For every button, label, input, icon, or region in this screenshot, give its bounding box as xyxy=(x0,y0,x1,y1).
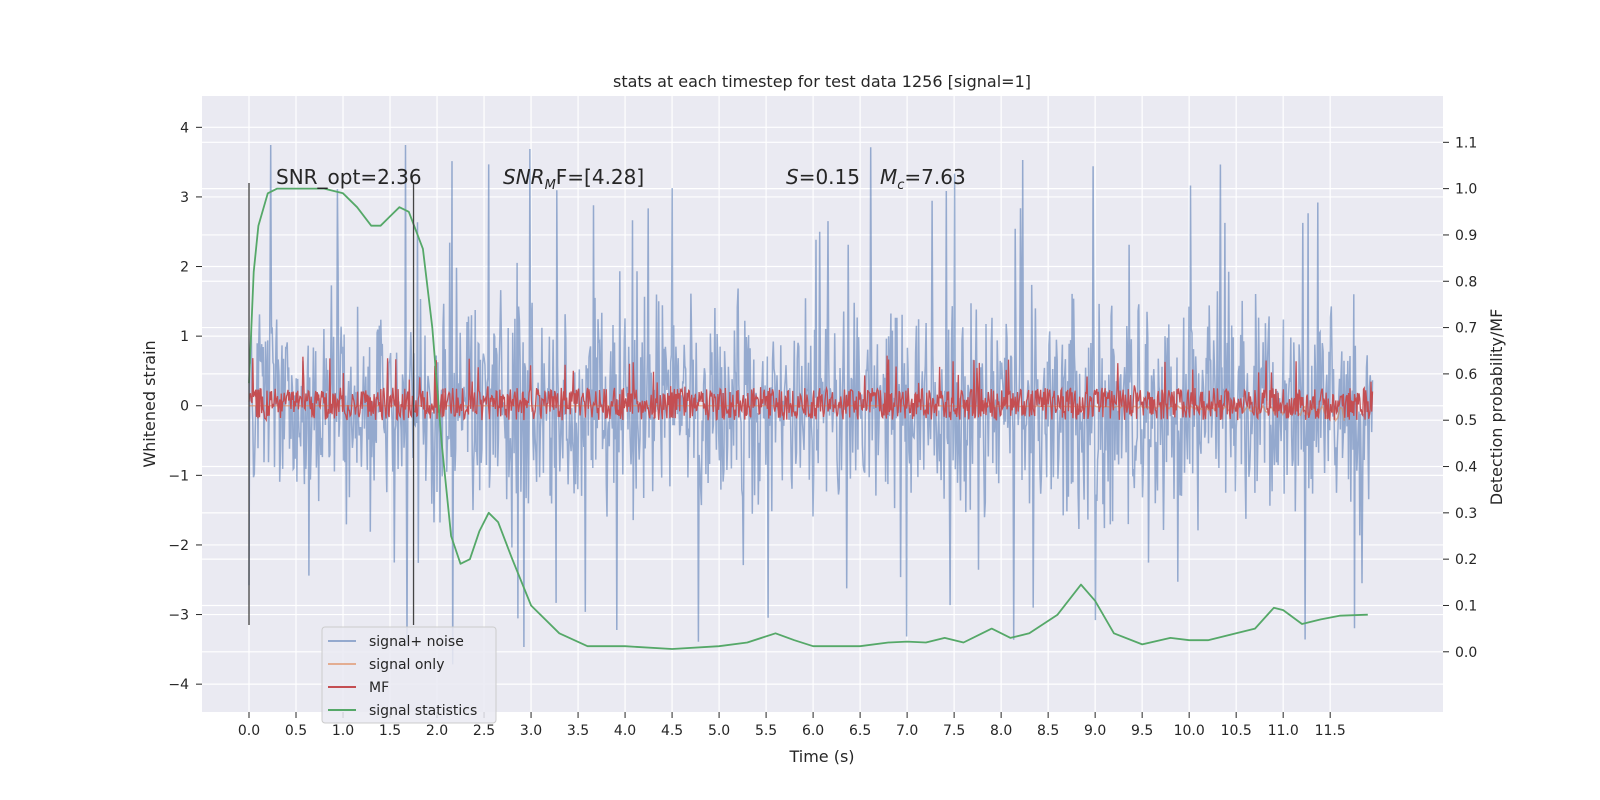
x-tick-label: 4.0 xyxy=(614,723,636,739)
y-left-tick-label: 3 xyxy=(180,190,189,206)
y-axis-right-ticks: 1.1 1.0 0.9 0.8 0.7 0.6 0.5 0.4 0.3 0.2 0.1 0.0 xyxy=(1443,135,1477,661)
x-tick-label: 7.0 xyxy=(896,723,918,739)
y-right-tick-label: 1.0 xyxy=(1455,182,1477,198)
x-tick-label: 7.5 xyxy=(943,723,965,739)
x-tick-label: 8.0 xyxy=(990,723,1012,739)
annotation-mc: Mc=7.63 xyxy=(880,165,966,193)
x-tick-label: 5.0 xyxy=(708,723,730,739)
series-signal-noise-line xyxy=(248,144,1374,665)
y-right-tick-label: 0.3 xyxy=(1455,506,1477,522)
y-left-tick-label: 2 xyxy=(180,260,189,276)
y-right-tick-label: 0.6 xyxy=(1455,367,1477,383)
series-mf-line xyxy=(248,355,1374,423)
y-right-tick-label: 0.0 xyxy=(1455,645,1477,661)
x-axis-label: Time (s) xyxy=(788,747,854,766)
y-axis-left-label: Whitened strain xyxy=(140,340,159,467)
legend-label-mf: MF xyxy=(369,680,389,696)
y-axis-right-label: Detection probability/MF xyxy=(1487,309,1506,506)
x-tick-label: 2.0 xyxy=(426,723,448,739)
y-right-tick-label: 0.5 xyxy=(1455,413,1477,429)
x-tick-label: 3.0 xyxy=(520,723,542,739)
y-axis-left-ticks: 4 3 2 1 0 −1 −2 −3 −4 xyxy=(168,120,202,693)
chart-title: stats at each timestep for test data 125… xyxy=(613,72,1031,91)
x-tick-label: 5.5 xyxy=(755,723,777,739)
y-left-tick-label: −2 xyxy=(168,538,189,554)
x-tick-label: 8.5 xyxy=(1037,723,1059,739)
x-tick-label: 11.0 xyxy=(1268,723,1299,739)
x-tick-label: 10.5 xyxy=(1221,723,1252,739)
y-right-tick-label: 0.1 xyxy=(1455,598,1477,614)
x-tick-label: 0.0 xyxy=(238,723,260,739)
x-tick-label: 9.5 xyxy=(1131,723,1153,739)
y-right-tick-label: 0.2 xyxy=(1455,552,1477,568)
x-tick-label: 4.5 xyxy=(661,723,683,739)
annotation-snr-mf: SNRMF=[4.28] xyxy=(503,165,644,193)
legend-label-signal-noise: signal+ noise xyxy=(369,634,464,650)
legend: signal+ noise signal only MF signal stat… xyxy=(321,626,497,724)
y-left-tick-label: −3 xyxy=(168,608,189,624)
y-left-tick-label: 0 xyxy=(180,399,189,415)
x-tick-label: 0.5 xyxy=(285,723,307,739)
y-left-tick-label: 4 xyxy=(180,120,189,136)
x-tick-label: 1.0 xyxy=(332,723,354,739)
x-axis-ticks: 0.0 0.5 1.0 1.5 2.0 2.5 3.0 3.5 4.0 4.5 5.0 5.5 6.0 6… xyxy=(238,712,1346,739)
legend-label-signal-only: signal only xyxy=(369,657,444,673)
y-right-tick-label: 1.1 xyxy=(1455,135,1477,151)
series-layer xyxy=(248,144,1374,665)
x-tick-label: 6.0 xyxy=(802,723,824,739)
vertical-markers xyxy=(248,183,415,625)
legend-label-signal-statistics: signal statistics xyxy=(369,703,477,719)
x-tick-label: 11.5 xyxy=(1315,723,1346,739)
y-right-tick-label: 0.4 xyxy=(1455,460,1477,476)
x-tick-label: 3.5 xyxy=(567,723,589,739)
y-left-tick-label: −1 xyxy=(168,468,189,484)
y-right-tick-label: 0.8 xyxy=(1455,274,1477,290)
legend-box xyxy=(321,626,497,724)
series-signal-statistics-line xyxy=(248,187,1368,650)
y-right-tick-label: 0.9 xyxy=(1455,228,1477,244)
x-tick-label: 6.5 xyxy=(849,723,871,739)
y-left-tick-label: 1 xyxy=(180,329,189,345)
annotation-s: S=0.15 xyxy=(786,165,860,189)
x-tick-label: 1.5 xyxy=(379,723,401,739)
y-left-tick-label: −4 xyxy=(168,677,189,693)
y-right-tick-label: 0.7 xyxy=(1455,321,1477,337)
x-tick-label: 10.0 xyxy=(1174,723,1205,739)
x-tick-label: 2.5 xyxy=(473,723,495,739)
x-tick-label: 9.0 xyxy=(1084,723,1106,739)
annotation-snr-opt: SNR_opt=2.36 xyxy=(276,165,422,189)
